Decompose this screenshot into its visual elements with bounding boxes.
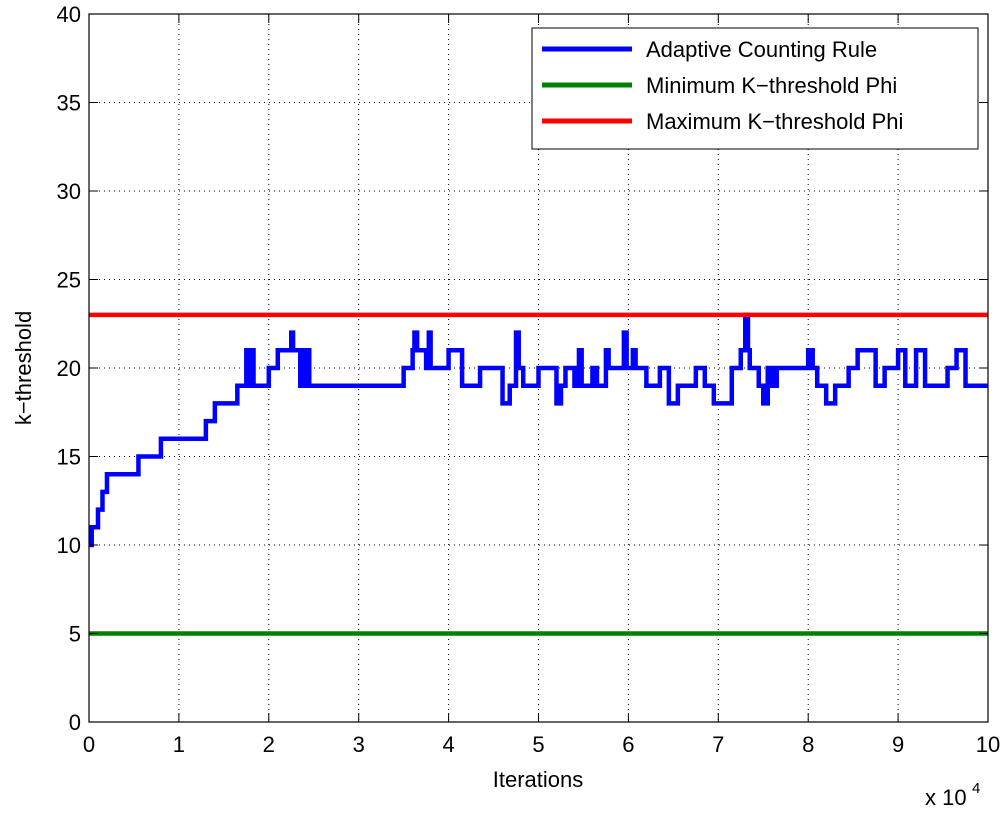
y-tick-label: 15 <box>57 445 81 470</box>
x-multiplier-label: x 10 4 <box>925 780 980 810</box>
x-axis-label: Iterations <box>493 767 584 792</box>
x-tick-label: 10 <box>976 732 1000 757</box>
y-tick-label: 25 <box>57 268 81 293</box>
x-tick-label: 6 <box>622 732 634 757</box>
x-tick-label: 4 <box>442 732 454 757</box>
y-tick-label: 35 <box>57 91 81 116</box>
y-tick-label: 30 <box>57 179 81 204</box>
x-tick-label: 5 <box>532 732 544 757</box>
y-tick-label: 0 <box>69 710 81 735</box>
x-multiplier-exponent: 4 <box>972 780 980 797</box>
y-axis-label: k−threshold <box>11 311 36 425</box>
x-tick-label: 3 <box>353 732 365 757</box>
legend: Adaptive Counting Rule Minimum K−threshol… <box>532 28 978 149</box>
x-multiplier-base: x 10 <box>925 785 967 810</box>
legend-label: Minimum K−threshold Phi <box>646 73 897 98</box>
x-tick-label: 1 <box>173 732 185 757</box>
x-tick-label: 0 <box>83 732 95 757</box>
legend-label: Adaptive Counting Rule <box>646 37 877 62</box>
y-tick-label: 10 <box>57 533 81 558</box>
x-tick-label: 2 <box>263 732 275 757</box>
x-tick-label: 8 <box>802 732 814 757</box>
x-tick-label: 9 <box>892 732 904 757</box>
x-tick-label: 7 <box>712 732 724 757</box>
y-tick-label: 40 <box>57 2 81 27</box>
y-tick-label: 20 <box>57 356 81 381</box>
legend-label: Maximum K−threshold Phi <box>646 109 903 134</box>
y-tick-label: 5 <box>69 622 81 647</box>
